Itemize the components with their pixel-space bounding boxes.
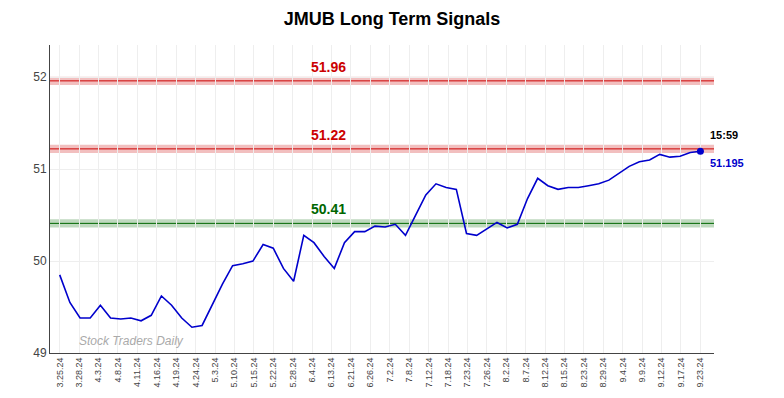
svg-text:51.195: 51.195 (710, 157, 744, 169)
svg-text:7.26.24: 7.26.24 (482, 358, 492, 388)
svg-text:6.4.24: 6.4.24 (307, 358, 317, 383)
svg-text:4.3.24: 4.3.24 (93, 358, 103, 383)
svg-text:8.12.24: 8.12.24 (540, 358, 550, 388)
svg-text:8.7.24: 8.7.24 (521, 358, 531, 383)
svg-text:9.9.24: 9.9.24 (637, 358, 647, 383)
svg-text:5.10.24: 5.10.24 (229, 358, 239, 388)
svg-text:5.28.24: 5.28.24 (288, 358, 298, 388)
svg-text:7.12.24: 7.12.24 (424, 358, 434, 388)
svg-text:6.26.24: 6.26.24 (365, 358, 375, 388)
svg-text:7.18.24: 7.18.24 (443, 358, 453, 388)
svg-text:4.19.24: 4.19.24 (171, 358, 181, 388)
svg-text:49: 49 (33, 346, 47, 360)
svg-text:8.2.24: 8.2.24 (501, 358, 511, 383)
svg-text:9.4.24: 9.4.24 (618, 358, 628, 383)
svg-text:4.16.24: 4.16.24 (152, 358, 162, 388)
svg-text:15:59: 15:59 (710, 129, 738, 141)
svg-text:8.29.24: 8.29.24 (598, 358, 608, 388)
svg-text:3.25.24: 3.25.24 (55, 358, 65, 388)
svg-text:5.22.24: 5.22.24 (268, 358, 278, 388)
svg-text:4.11.24: 4.11.24 (132, 358, 142, 387)
svg-text:5.3.24: 5.3.24 (210, 358, 220, 383)
svg-text:51: 51 (33, 162, 47, 176)
svg-text:JMUB Long Term Signals: JMUB Long Term Signals (284, 9, 501, 29)
svg-text:4.8.24: 4.8.24 (113, 358, 123, 383)
svg-text:9.17.24: 9.17.24 (676, 358, 686, 388)
svg-text:4.24.24: 4.24.24 (191, 358, 201, 388)
svg-text:7.2.24: 7.2.24 (385, 358, 395, 383)
svg-text:7.23.24: 7.23.24 (462, 358, 472, 388)
svg-text:9.12.24: 9.12.24 (657, 358, 667, 388)
svg-text:8.23.24: 8.23.24 (579, 358, 589, 388)
svg-text:50: 50 (33, 254, 47, 268)
svg-text:6.13.24: 6.13.24 (326, 358, 336, 388)
svg-text:9.23.24: 9.23.24 (695, 358, 705, 388)
svg-text:Stock Traders Daily: Stock Traders Daily (79, 334, 184, 348)
svg-text:5.15.24: 5.15.24 (249, 358, 259, 388)
svg-text:50.41: 50.41 (311, 201, 346, 217)
svg-text:7.8.24: 7.8.24 (404, 358, 414, 383)
svg-text:8.15.24: 8.15.24 (559, 358, 569, 388)
svg-text:51.96: 51.96 (311, 59, 346, 75)
svg-text:52: 52 (33, 70, 47, 84)
svg-text:3.28.24: 3.28.24 (74, 358, 84, 388)
svg-text:51.22: 51.22 (311, 127, 346, 143)
svg-text:6.21.24: 6.21.24 (346, 358, 356, 388)
